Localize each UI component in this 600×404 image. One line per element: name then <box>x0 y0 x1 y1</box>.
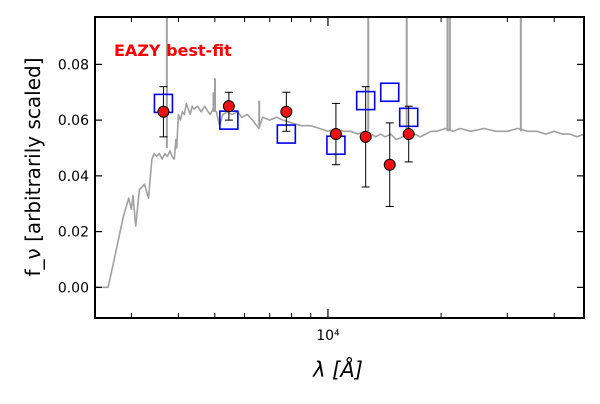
observed-flux-point <box>280 105 293 118</box>
template-spectrum-layer <box>95 102 585 289</box>
model-flux-square <box>379 82 400 103</box>
plot-frame <box>94 16 585 319</box>
chart-title: EAZY best-fit <box>114 41 232 60</box>
observed-flux-point <box>402 128 415 141</box>
x-tick-label: 10⁴ <box>316 328 340 344</box>
observed-flux-point <box>157 105 170 118</box>
axis-ticks-layer: 0.00 0.02 0.04 0.06 0.08 10⁴ <box>58 17 584 344</box>
y-tick-label: 0.00 <box>58 280 89 296</box>
y-tick-label: 0.06 <box>58 113 89 129</box>
y-tick-label: 0.08 <box>58 57 89 73</box>
observed-flux-point <box>359 130 372 143</box>
observed-points-layer <box>157 86 415 208</box>
emission-lines-layer <box>165 17 522 148</box>
y-tick-label: 0.02 <box>58 225 89 241</box>
observed-flux-point <box>383 158 396 171</box>
x-axis-label: λ [Å] <box>312 356 363 382</box>
observed-flux-point <box>222 100 235 113</box>
template-spectrum-line <box>95 102 585 289</box>
y-axis-label: f_ν [arbitrarily scaled] <box>21 58 45 277</box>
observed-flux-point <box>329 128 342 141</box>
y-tick-label: 0.04 <box>58 169 89 185</box>
